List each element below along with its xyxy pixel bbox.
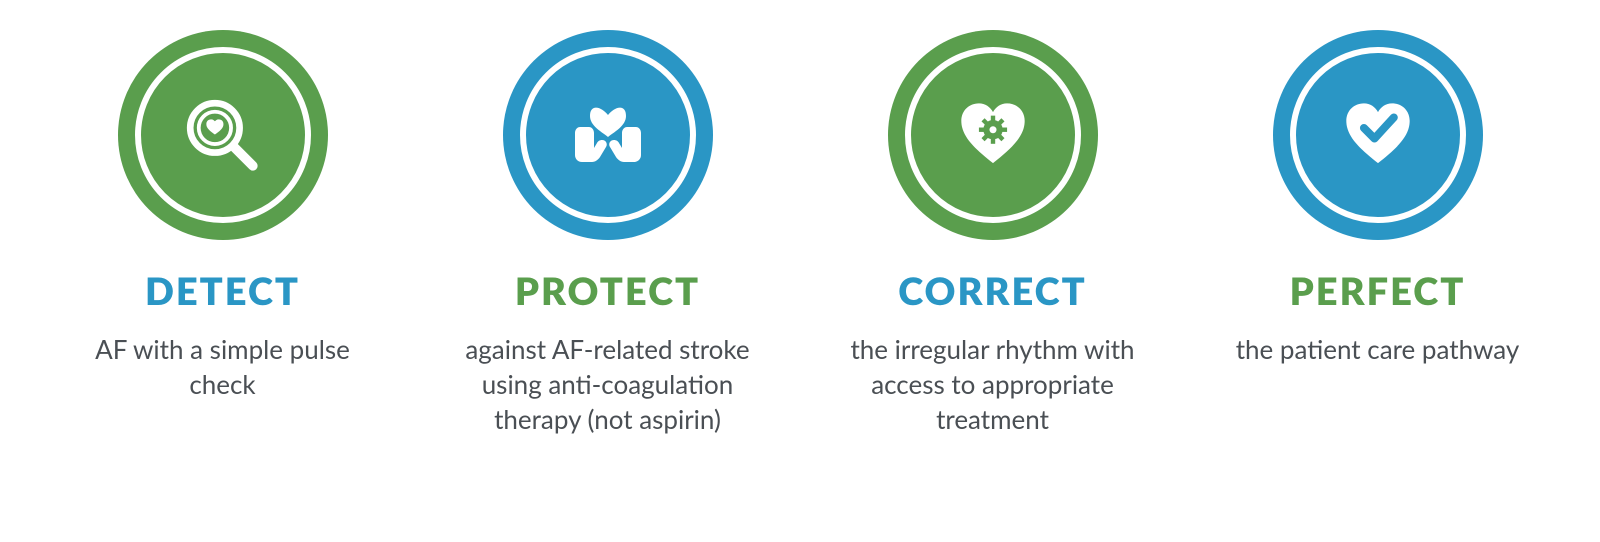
heart-gear-icon: [943, 85, 1043, 185]
pillar-detect: DETECT AF with a simple pulse check: [43, 30, 403, 437]
pillar-description: the patient care pathway: [1236, 332, 1520, 367]
magnifier-heart-icon: [173, 85, 273, 185]
circle-detect: [118, 30, 328, 240]
circle-perfect: [1273, 30, 1483, 240]
infographic-row: DETECT AF with a simple pulse check PROT…: [40, 30, 1560, 437]
heart-check-icon: [1328, 85, 1428, 185]
circle-protect: [503, 30, 713, 240]
circle-correct: [888, 30, 1098, 240]
pillar-correct: CORRECT the irregular rhythm with access…: [813, 30, 1173, 437]
pillar-description: the irregular rhythm with access to appr…: [833, 332, 1153, 437]
pillar-title: PROTECT: [515, 268, 700, 314]
pillar-description: AF with a simple pulse check: [63, 332, 383, 402]
pillar-description: against AF-related stroke using anti-coa…: [448, 332, 768, 437]
pillar-protect: PROTECT against AF-related stroke using …: [428, 30, 788, 437]
pillar-title: CORRECT: [898, 268, 1086, 314]
pillar-title: PERFECT: [1290, 268, 1466, 314]
hands-heart-icon: [558, 85, 658, 185]
pillar-title: DETECT: [145, 268, 300, 314]
pillar-perfect: PERFECT the patient care pathway: [1198, 30, 1558, 437]
